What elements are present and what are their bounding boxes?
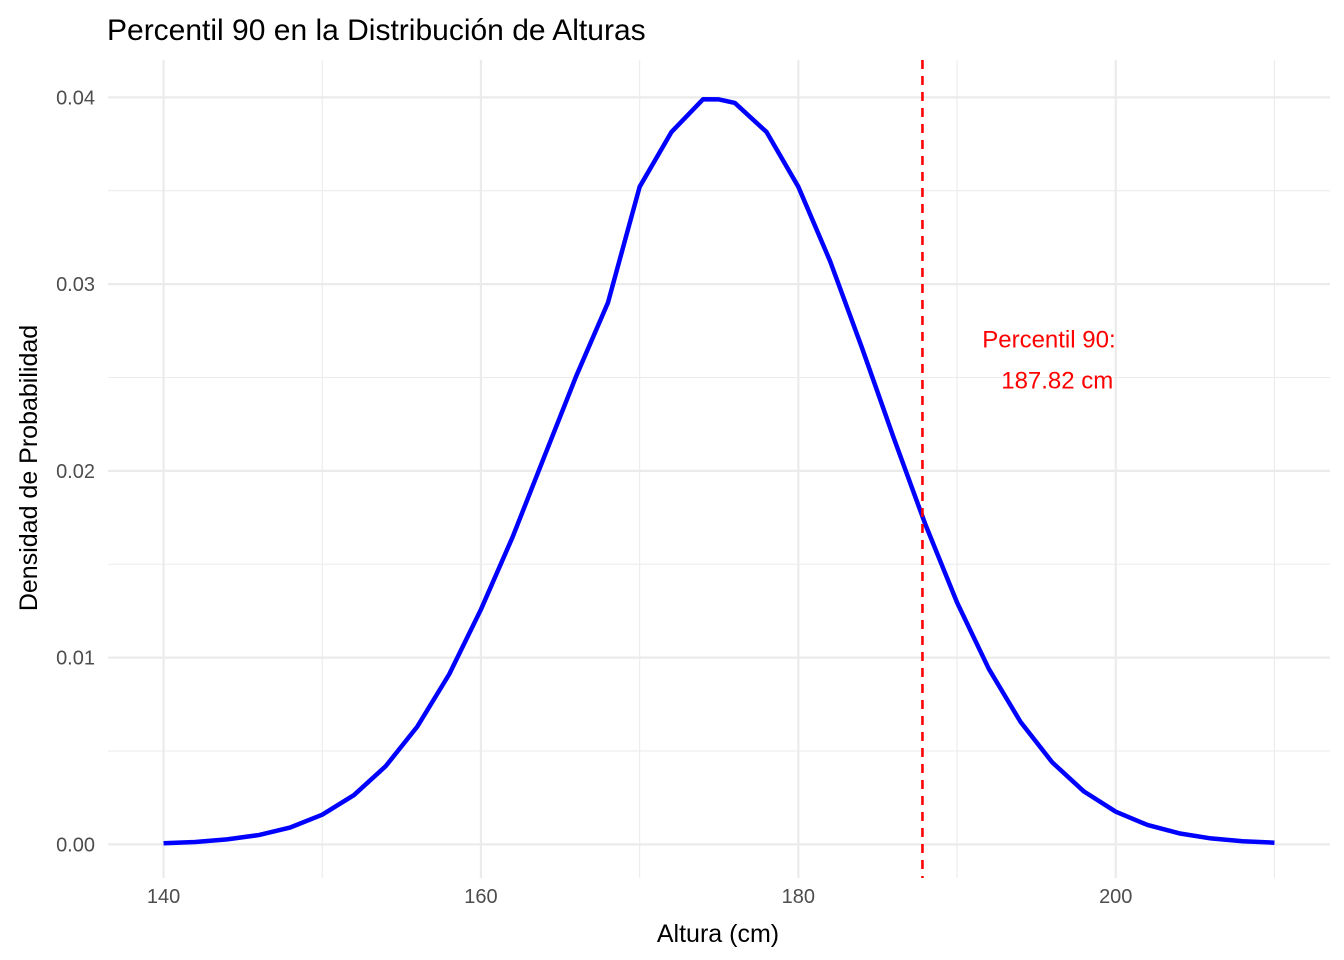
series-layer <box>163 96 1275 846</box>
y-tick-label: 0.04 <box>56 87 95 109</box>
minor-gridlines <box>108 60 1330 878</box>
annotation-line-1: Percentil 90: <box>982 326 1115 353</box>
x-axis-title: Altura (cm) <box>657 920 779 948</box>
y-tick-label: 0.01 <box>56 648 95 670</box>
x-tick-label: 160 <box>464 886 497 908</box>
x-tick-label: 180 <box>782 886 815 908</box>
y-tick-label: 0.03 <box>56 274 95 296</box>
y-axis-title: Densidad de Probabilidad <box>15 325 43 611</box>
annotation-line-2: 187.82 cm <box>1001 367 1113 394</box>
major-gridlines <box>108 60 1330 878</box>
x-tick-label: 140 <box>147 886 180 908</box>
chart-title: Percentil 90 en la Distribución de Altur… <box>107 14 646 47</box>
y-tick-label: 0.02 <box>56 461 95 483</box>
tick-labels: 140 160 180 200 0.00 0.01 0.02 0.03 0.04 <box>56 87 1132 908</box>
density-curve <box>163 96 1275 846</box>
x-tick-label: 200 <box>1099 886 1132 908</box>
percentile-annotation: Percentil 90: 187.82 cm <box>982 326 1122 394</box>
y-tick-label: 0.00 <box>56 834 95 856</box>
